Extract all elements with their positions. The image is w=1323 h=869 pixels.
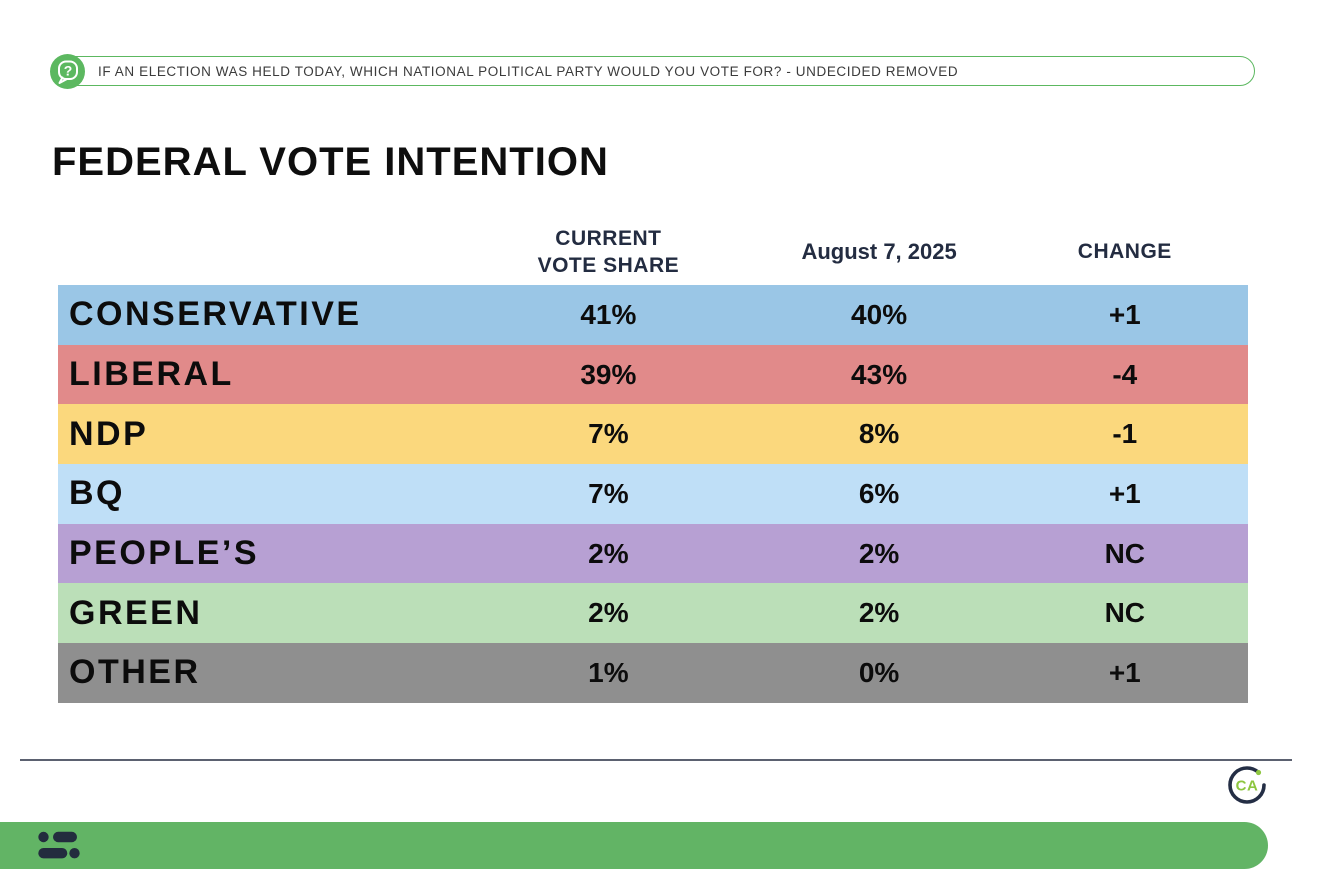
header-previous-date: August 7, 2025 <box>801 239 957 264</box>
question-banner: IF AN ELECTION WAS HELD TODAY, WHICH NAT… <box>55 56 1255 86</box>
current-vote-share-value: 2% <box>588 537 629 569</box>
header-change: CHANGE <box>1077 240 1172 264</box>
brand-mark-icon <box>38 831 80 859</box>
current-vote-share-value: 39% <box>580 358 637 390</box>
question-bubble-icon: ? <box>50 54 85 89</box>
party-name: GREEN <box>69 593 203 632</box>
party-name: CONSERVATIVE <box>69 295 362 334</box>
current-vote-share-value: 2% <box>588 597 629 629</box>
header-current-vote-share: CURRENT VOTE SHARE <box>537 226 680 277</box>
previous-vote-share-value: 0% <box>858 656 900 688</box>
party-name: NDP <box>69 414 149 453</box>
change-value: -4 <box>1112 358 1138 390</box>
table-row: OTHER 1% 0% +1 <box>58 643 1248 703</box>
change-value: -1 <box>1112 418 1138 450</box>
change-value: +1 <box>1108 298 1141 330</box>
vote-intention-table: CURRENT VOTE SHARE August 7, 2025 CHANGE… <box>58 219 1248 703</box>
current-vote-share-value: 7% <box>588 418 629 450</box>
change-value: NC <box>1104 537 1146 569</box>
bottom-bar <box>0 822 1268 869</box>
table-header-row: CURRENT VOTE SHARE August 7, 2025 CHANGE <box>58 219 1248 285</box>
logo-text: CA <box>1236 778 1259 795</box>
svg-text:?: ? <box>64 63 73 79</box>
page-title: FEDERAL VOTE INTENTION <box>52 140 609 184</box>
party-name: BQ <box>69 474 125 513</box>
party-name: LIBERAL <box>69 355 234 394</box>
table-row: CONSERVATIVE 41% 40% +1 <box>58 285 1248 345</box>
previous-vote-share-value: 2% <box>858 537 900 569</box>
change-value: +1 <box>1108 656 1141 688</box>
party-name: PEOPLE’S <box>69 534 260 573</box>
ca-logo: CA <box>1228 766 1266 804</box>
previous-vote-share-value: 43% <box>851 358 908 390</box>
current-vote-share-value: 7% <box>588 477 629 509</box>
change-value: NC <box>1104 597 1146 629</box>
table-row: LIBERAL 39% 43% -4 <box>58 344 1248 405</box>
table-row: PEOPLE’S 2% 2% NC <box>58 523 1248 584</box>
table-row: BQ 7% 6% +1 <box>58 464 1248 524</box>
question-text: IF AN ELECTION WAS HELD TODAY, WHICH NAT… <box>98 63 959 79</box>
logo-dot <box>1255 769 1262 776</box>
table-row: GREEN 2% 2% NC <box>58 583 1248 644</box>
previous-vote-share-value: 6% <box>858 477 900 509</box>
footer-divider <box>20 759 1292 761</box>
change-value: +1 <box>1108 477 1141 509</box>
current-vote-share-value: 41% <box>580 298 637 330</box>
previous-vote-share-value: 2% <box>858 597 900 629</box>
table-row: NDP 7% 8% -1 <box>58 404 1248 465</box>
previous-vote-share-value: 8% <box>858 418 900 450</box>
table-body: CONSERVATIVE 41% 40% +1 LIBERAL 39% 43% … <box>58 285 1248 703</box>
party-name: OTHER <box>69 653 201 692</box>
previous-vote-share-value: 40% <box>851 298 908 330</box>
current-vote-share-value: 1% <box>588 656 629 688</box>
